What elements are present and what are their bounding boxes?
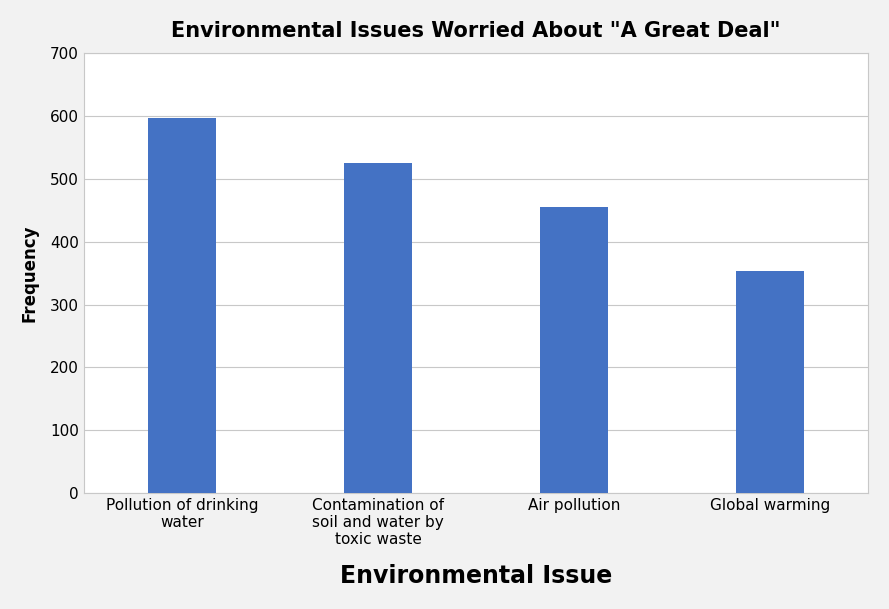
Y-axis label: Frequency: Frequency — [20, 225, 39, 322]
X-axis label: Environmental Issue: Environmental Issue — [340, 564, 613, 588]
Bar — [540, 207, 608, 493]
Title: Environmental Issues Worried About "A Great Deal": Environmental Issues Worried About "A Gr… — [172, 21, 781, 41]
Bar — [148, 118, 216, 493]
Bar — [344, 163, 412, 493]
Bar — [736, 270, 805, 493]
